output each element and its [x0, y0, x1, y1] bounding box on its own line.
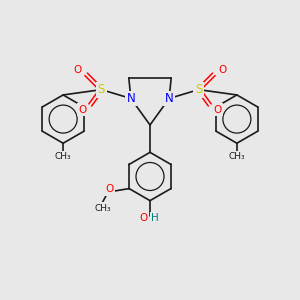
Text: CH₃: CH₃ [94, 203, 111, 212]
Text: N: N [127, 92, 135, 105]
Text: CH₃: CH₃ [55, 152, 71, 161]
Text: O: O [79, 105, 87, 115]
Text: CH₃: CH₃ [229, 152, 245, 161]
Text: H: H [152, 213, 159, 223]
Text: O: O [74, 65, 82, 75]
Text: O: O [218, 65, 226, 75]
Text: O: O [140, 213, 148, 223]
Text: O: O [106, 184, 114, 194]
Text: S: S [98, 83, 105, 96]
Text: S: S [195, 83, 202, 96]
Text: N: N [165, 92, 173, 105]
Text: O: O [213, 105, 221, 115]
